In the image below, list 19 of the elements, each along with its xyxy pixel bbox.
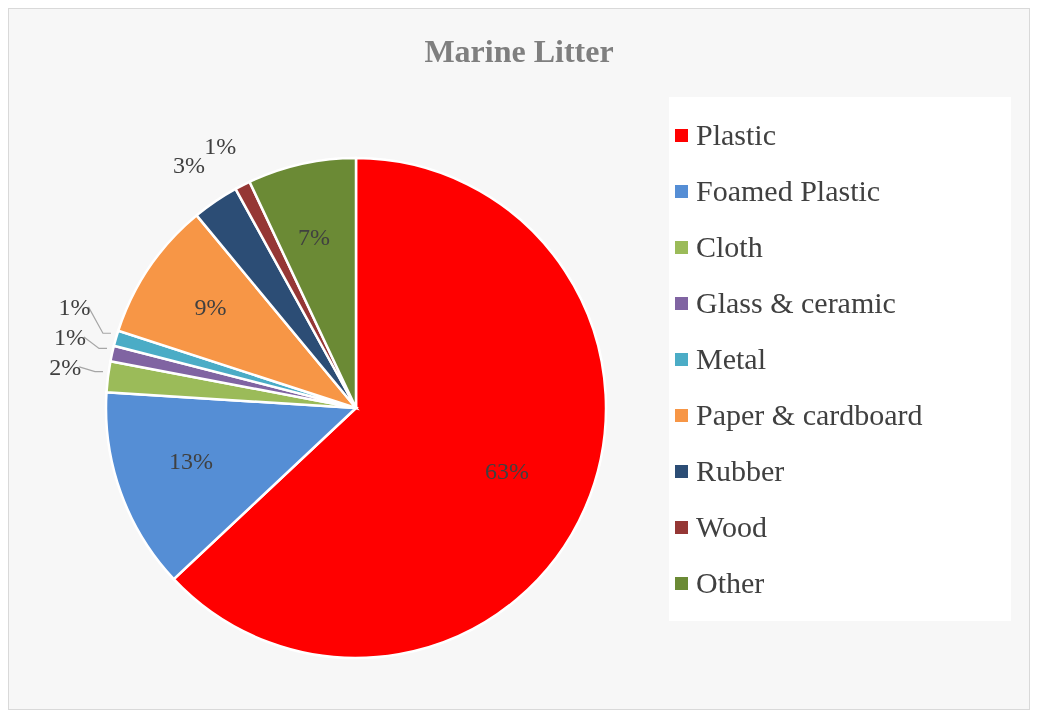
legend-label: Cloth [696, 230, 763, 264]
legend-label: Glass & ceramic [696, 286, 896, 320]
data-label: 7% [297, 224, 330, 251]
legend-label: Wood [696, 510, 767, 544]
data-label: 1% [58, 293, 91, 320]
data-label: 3% [173, 151, 206, 178]
legend-label: Foamed Plastic [696, 174, 881, 208]
data-label: 1% [204, 133, 237, 160]
legend-label: Plastic [696, 118, 776, 152]
data-label: 9% [194, 294, 227, 321]
legend-label: Other [696, 566, 765, 600]
legend-label: Rubber [696, 454, 785, 488]
data-label: 1% [53, 323, 86, 350]
chart-title: Marine Litter [423, 33, 615, 70]
data-label: 2% [49, 353, 82, 380]
legend-label: Metal [696, 342, 766, 376]
data-label: 63% [485, 457, 530, 484]
data-label: 13% [169, 447, 214, 474]
legend-label: Paper & cardboard [696, 398, 923, 432]
